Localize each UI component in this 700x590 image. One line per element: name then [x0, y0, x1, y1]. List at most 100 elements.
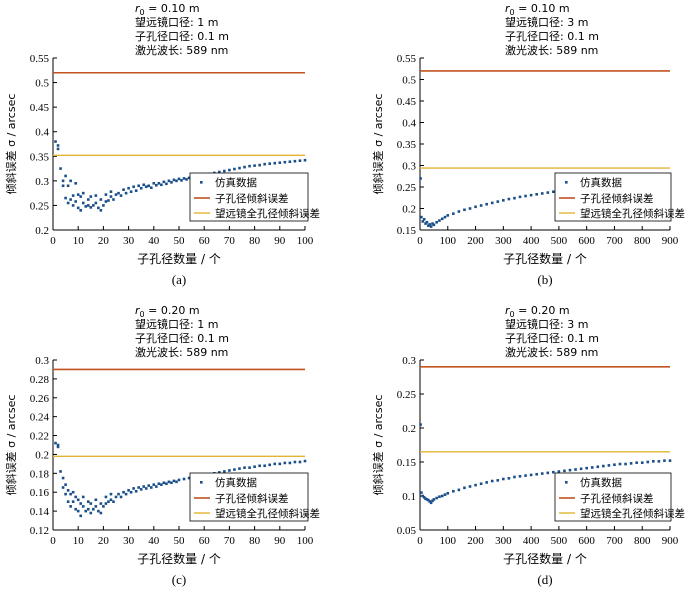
y-tick-label: 0.5: [402, 75, 416, 87]
y-tick-label: 0.2: [35, 225, 49, 237]
sim-data-point: [298, 460, 302, 464]
x-axis-label: 子孔径数量 / 个: [137, 251, 221, 266]
sim-data-point: [170, 181, 173, 184]
sim-data-point: [69, 198, 72, 201]
legend-label-sim: 仿真数据: [580, 476, 622, 489]
y-tick-label: 0.5: [35, 78, 49, 90]
r0-value: = 0.10 m: [145, 2, 200, 15]
sim-data-point: [79, 209, 83, 212]
sim-data-point: [420, 491, 423, 494]
sim-data-point: [86, 198, 90, 201]
sim-data-point: [157, 482, 161, 486]
y-tick-label: 0.18: [30, 468, 50, 480]
sim-data-point: [273, 462, 277, 466]
y-tick-label: 0.35: [397, 139, 417, 151]
sim-data-point: [452, 489, 455, 493]
sim-data-point: [56, 144, 60, 147]
sim-data-point: [468, 485, 472, 488]
sim-data-point: [160, 483, 163, 486]
sim-data-point: [64, 196, 67, 200]
sim-data-point: [613, 463, 616, 467]
sim-data-point: [529, 473, 533, 477]
sim-data-point: [233, 468, 236, 471]
sim-data-point: [524, 194, 527, 198]
y-tick-label: 0.35: [30, 151, 50, 163]
sim-data-point: [149, 486, 153, 489]
sim-data-point: [248, 466, 251, 469]
sim-data-point: [94, 498, 98, 502]
sim-data-point: [218, 471, 221, 474]
legend-label-subaperture: 子孔径倾斜误差: [580, 192, 654, 205]
sim-data-point: [81, 191, 85, 195]
x-axis-label: 子孔径数量 / 个: [503, 251, 587, 266]
sim-data-point: [223, 470, 226, 473]
legend-label-subaperture: 子孔径倾斜误差: [215, 492, 289, 505]
x-tick-label: 30: [123, 235, 135, 247]
sim-data-point: [89, 206, 93, 209]
y-tick-label: 0.2: [402, 204, 416, 216]
sim-data-point: [137, 486, 140, 489]
sim-data-point: [139, 488, 143, 491]
r0-symbol: r: [505, 2, 511, 15]
sim-data-point: [596, 465, 600, 469]
sim-data-point: [563, 469, 566, 473]
sim-data-point: [97, 509, 100, 513]
sim-data-point: [64, 483, 67, 486]
y-tick-label: 0.4: [402, 118, 416, 130]
sim-data-point: [61, 184, 65, 188]
sim-data-point: [585, 466, 588, 470]
sim-data-point: [54, 140, 57, 143]
y-axis-label: 倾斜误差 σ / arcsec: [371, 395, 385, 496]
sim-data-point: [218, 170, 221, 174]
sim-data-point: [607, 464, 611, 467]
y-tick-label: 0.28: [30, 374, 50, 386]
sim-data-point: [86, 507, 90, 511]
sim-data-point: [518, 195, 522, 199]
r0-value: = 0.20 m: [145, 304, 200, 317]
sim-data-point: [258, 464, 261, 468]
x-axis-label: 子孔径数量 / 个: [503, 551, 587, 566]
r0-symbol: r: [505, 304, 511, 317]
sim-data-point: [474, 205, 477, 209]
y-tick-label: 0.45: [30, 102, 50, 114]
x-tick-label: 800: [634, 535, 651, 547]
sim-data-point: [228, 168, 231, 172]
x-tick-label: 100: [297, 235, 314, 247]
sim-data-point: [152, 483, 156, 486]
sim-data-point: [61, 476, 65, 480]
sim-data-point: [422, 217, 426, 221]
sim-data-point: [248, 164, 251, 168]
sim-data-point: [468, 207, 472, 210]
sim-data-point: [94, 505, 98, 508]
sim-data-point: [278, 161, 282, 164]
sim-data-point: [429, 501, 433, 505]
sim-data-point: [76, 206, 80, 210]
x-tick-label: 700: [606, 535, 623, 547]
sim-data-point: [663, 459, 666, 462]
sim-data-point: [557, 470, 561, 473]
y-tick-label: 0.25: [397, 182, 417, 194]
sim-data-point: [122, 490, 125, 494]
x-tick-label: 600: [578, 235, 595, 247]
sim-data-point: [167, 179, 171, 183]
sim-data-point: [165, 482, 168, 486]
sim-data-point: [149, 186, 153, 190]
sim-data-point: [107, 199, 110, 202]
sim-data-point: [175, 480, 178, 484]
sim-data-point: [446, 491, 450, 495]
x-tick-label: 40: [148, 235, 160, 247]
x-tick-label: 50: [174, 235, 186, 247]
sim-data-point: [263, 464, 266, 468]
sim-data-point: [162, 481, 166, 485]
y-tick-label: 0.24: [30, 412, 50, 424]
sim-data-point: [425, 498, 429, 501]
sim-data-point: [187, 176, 191, 180]
subaperture-annotation: 子孔径口径: 0.1 m: [505, 30, 599, 43]
sim-data-point: [552, 190, 555, 194]
x-tick-label: 900: [662, 235, 679, 247]
sim-data-point: [175, 179, 178, 183]
sim-data-point: [79, 195, 83, 198]
legend-label-sim: 仿真数据: [215, 176, 257, 189]
sim-data-point: [568, 468, 572, 472]
sim-data-point: [127, 489, 130, 492]
